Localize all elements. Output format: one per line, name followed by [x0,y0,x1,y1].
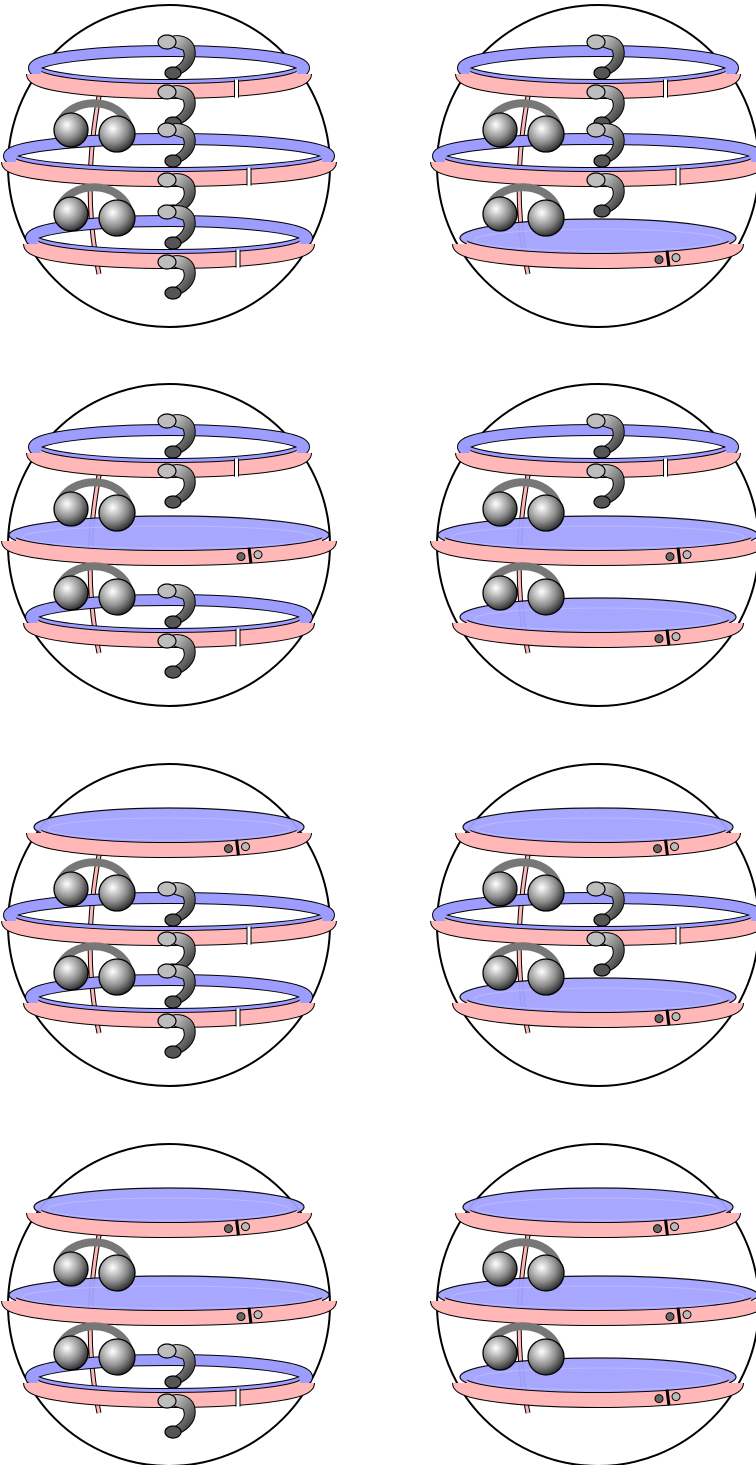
shaded-blob-icon [53,858,136,912]
band-layer-3 [452,597,744,648]
shaded-blob-icon [482,858,565,912]
band-layer-2 [430,881,756,977]
curl-icon [157,204,196,250]
pink-band-icon [453,1379,743,1407]
gap-marker-icon [653,1219,679,1236]
sphere-panel-3 [1,383,337,707]
band-layer-1 [455,1187,741,1238]
gap-marker-icon [224,839,250,856]
gap-marker-icon [665,1307,692,1324]
curl-icon [157,1013,196,1059]
gap-marker-icon [654,1009,681,1026]
band-layer-3 [23,1343,315,1439]
gap-marker-icon [654,250,681,267]
curl-icon [586,413,625,459]
gap-marker-icon [665,547,692,564]
curl-icon [586,881,625,927]
sphere-panel-5 [1,763,337,1087]
band-layer-2 [1,881,337,977]
curl-icon [157,463,196,509]
shaded-blob-icon [482,1238,565,1292]
pink-band-icon [2,1297,336,1325]
band-layer-3 [452,218,744,269]
pink-band-icon [431,537,756,565]
shaded-blob-icon [53,562,136,616]
pink-band-icon [453,999,743,1027]
curl-icon [157,583,196,629]
band-layer-2 [1,122,337,218]
pink-band-icon [456,1209,740,1237]
sphere-panel-1 [1,4,337,328]
band-layer-3 [23,963,315,1059]
sphere-panel-8 [430,1143,756,1465]
gap-marker-icon [236,1307,263,1324]
curl-icon [586,172,625,218]
curl-icon [157,963,196,1009]
curl-icon [157,633,196,679]
curl-icon [157,1343,196,1389]
band-layer-2 [1,515,337,566]
band-layer-3 [23,204,315,300]
curl-icon [586,931,625,977]
shaded-blob-icon [482,478,565,532]
sphere-panel-6 [430,763,756,1087]
shaded-blob-icon [53,942,136,996]
band-layer-1 [26,1187,312,1238]
curl-icon [157,881,196,927]
band-layer-2 [430,515,756,566]
shaded-blob-icon [482,99,565,153]
curl-icon [157,254,196,300]
pink-band-icon [27,829,311,857]
sphere-panel-4 [430,383,756,707]
curl-icon [586,463,625,509]
gap-marker-icon [224,1219,250,1236]
gap-marker-icon [653,839,679,856]
shaded-blob-icon [482,942,565,996]
shaded-blob-icon [53,99,136,153]
pink-band-icon [2,537,336,565]
gap-marker-icon [236,547,263,564]
shaded-blob-icon [53,183,136,237]
band-layer-1 [26,413,312,509]
pink-band-icon [453,240,743,268]
band-layer-2 [1,1275,337,1326]
band-layer-1 [26,807,312,858]
gap-marker-icon [654,1389,681,1406]
curl-icon [157,413,196,459]
shaded-blob-icon [482,1322,565,1376]
pink-band-icon [456,829,740,857]
band-layer-1 [455,807,741,858]
sphere-panel-7 [1,1143,337,1465]
curl-icon [157,122,196,168]
pink-band-icon [27,1209,311,1237]
band-layer-1 [455,413,741,509]
band-layer-3 [452,1357,744,1408]
curl-icon [157,84,196,130]
shaded-blob-icon [482,183,565,237]
pink-band-icon [431,1297,756,1325]
curl-icon [157,1393,196,1439]
curl-icon [157,34,196,80]
band-layer-2 [430,122,756,218]
pink-band-icon [453,619,743,647]
band-layer-3 [452,977,744,1028]
band-layer-1 [455,34,741,130]
curl-icon [586,122,625,168]
shaded-blob-icon [53,1238,136,1292]
shaded-blob-icon [53,478,136,532]
curl-icon [586,34,625,80]
shaded-blob-icon [53,1322,136,1376]
band-layer-3 [23,583,315,679]
band-layer-1 [26,34,312,130]
band-layer-2 [430,1275,756,1326]
sphere-panel-2 [430,4,756,328]
gap-marker-icon [654,629,681,646]
shaded-blob-icon [482,562,565,616]
